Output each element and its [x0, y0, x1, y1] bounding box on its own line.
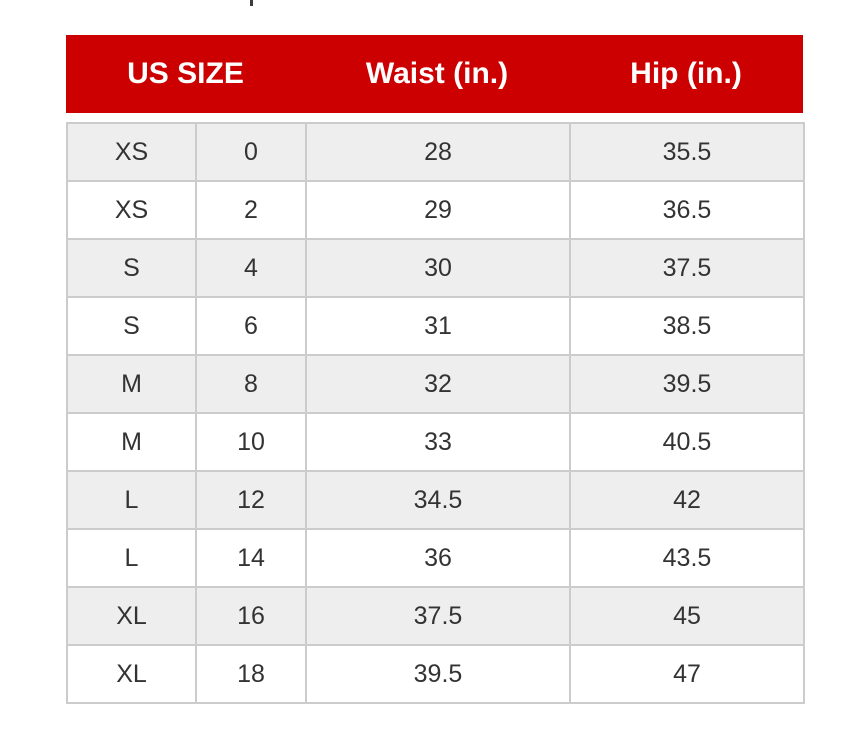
header-hip: Hip (in.)	[630, 57, 742, 90]
table-row: XL 16 37.5 45	[66, 586, 805, 646]
waist-cell: 32	[305, 354, 571, 414]
size-chart-header: US SIZE Waist (in.) Hip (in.)	[66, 35, 803, 113]
header-us-size: US SIZE	[127, 57, 244, 90]
waist-cell: 34.5	[305, 470, 571, 530]
size-label-cell: XL	[66, 644, 197, 704]
hip-cell: 47	[569, 644, 805, 704]
hip-cell: 45	[569, 586, 805, 646]
size-label-cell: M	[66, 354, 197, 414]
waist-cell: 39.5	[305, 644, 571, 704]
waist-cell: 28	[305, 122, 571, 182]
size-label-cell: XS	[66, 122, 197, 182]
table-row: XL 18 39.5 47	[66, 644, 805, 704]
size-label-cell: M	[66, 412, 197, 472]
header-waist: Waist (in.)	[365, 57, 509, 90]
size-chart: US SIZE Waist (in.) Hip (in.) XS 0 28 35…	[66, 35, 805, 704]
table-row: M 10 33 40.5	[66, 412, 805, 472]
hip-cell: 37.5	[569, 238, 805, 298]
table-row: S 6 31 38.5	[66, 296, 805, 356]
table-row: L 12 34.5 42	[66, 470, 805, 530]
header-gap	[66, 113, 803, 122]
size-label-cell: XS	[66, 180, 197, 240]
size-label-cell: S	[66, 238, 197, 298]
hip-cell: 39.5	[569, 354, 805, 414]
waist-cell: 36	[305, 528, 571, 588]
waist-cell: 30	[305, 238, 571, 298]
size-label-cell: S	[66, 296, 197, 356]
size-label-cell: XL	[66, 586, 197, 646]
table-row: XS 0 28 35.5	[66, 122, 805, 182]
table-row: M 8 32 39.5	[66, 354, 805, 414]
waist-cell: 33	[305, 412, 571, 472]
us-size-cell: 16	[195, 586, 307, 646]
us-size-cell: 8	[195, 354, 307, 414]
us-size-cell: 10	[195, 412, 307, 472]
table-row: S 4 30 37.5	[66, 238, 805, 298]
hip-cell: 38.5	[569, 296, 805, 356]
us-size-cell: 12	[195, 470, 307, 530]
hip-cell: 36.5	[569, 180, 805, 240]
size-label-cell: L	[66, 528, 197, 588]
table-row: XS 2 29 36.5	[66, 180, 805, 240]
us-size-cell: 4	[195, 238, 307, 298]
us-size-cell: 14	[195, 528, 307, 588]
size-label-cell: L	[66, 470, 197, 530]
us-size-cell: 18	[195, 644, 307, 704]
us-size-cell: 0	[195, 122, 307, 182]
us-size-cell: 2	[195, 180, 307, 240]
waist-cell: 29	[305, 180, 571, 240]
hip-cell: 43.5	[569, 528, 805, 588]
hip-cell: 42	[569, 470, 805, 530]
cropped-text-remnant	[250, 0, 253, 6]
waist-cell: 37.5	[305, 586, 571, 646]
us-size-cell: 6	[195, 296, 307, 356]
waist-cell: 31	[305, 296, 571, 356]
hip-cell: 40.5	[569, 412, 805, 472]
table-row: L 14 36 43.5	[66, 528, 805, 588]
hip-cell: 35.5	[569, 122, 805, 182]
size-table: XS 0 28 35.5 XS 2 29 36.5 S 4 30 37.5 S …	[66, 122, 805, 704]
